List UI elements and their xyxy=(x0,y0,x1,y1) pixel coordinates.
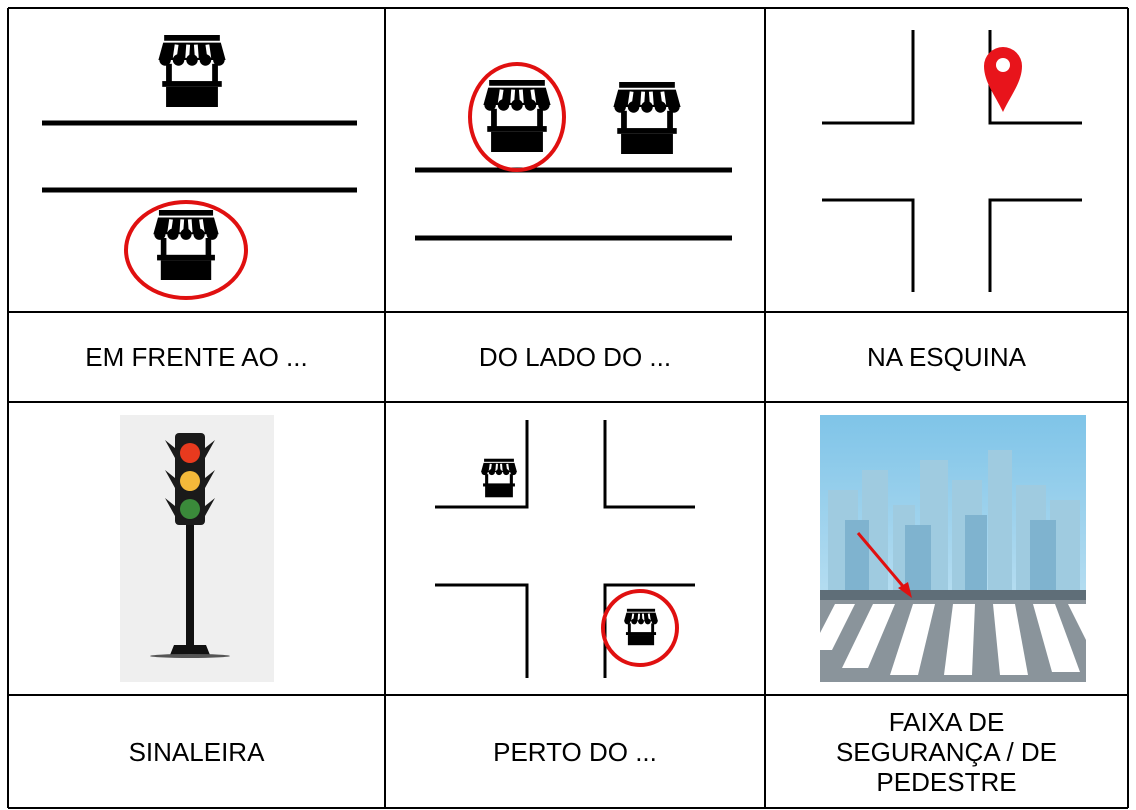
icon-beside xyxy=(415,62,732,241)
icon-traffic-light xyxy=(120,415,274,682)
icon-near xyxy=(435,420,695,678)
cell-label: DO LADO DO ... xyxy=(478,342,672,372)
icon-crosswalk xyxy=(820,415,1086,682)
icon-in-front xyxy=(42,35,357,300)
cell-label: NA ESQUINA xyxy=(867,342,1026,372)
table-borders xyxy=(7,7,1129,809)
cell-label: FAIXA DE SEGURANÇA / DE PEDESTRE xyxy=(835,706,1058,797)
cell-label: SINALEIRA xyxy=(128,736,265,767)
icon-corner xyxy=(822,30,1082,292)
cell-label: EM FRENTE AO ... xyxy=(85,342,308,372)
cell-label: PERTO DO ... xyxy=(493,736,657,767)
